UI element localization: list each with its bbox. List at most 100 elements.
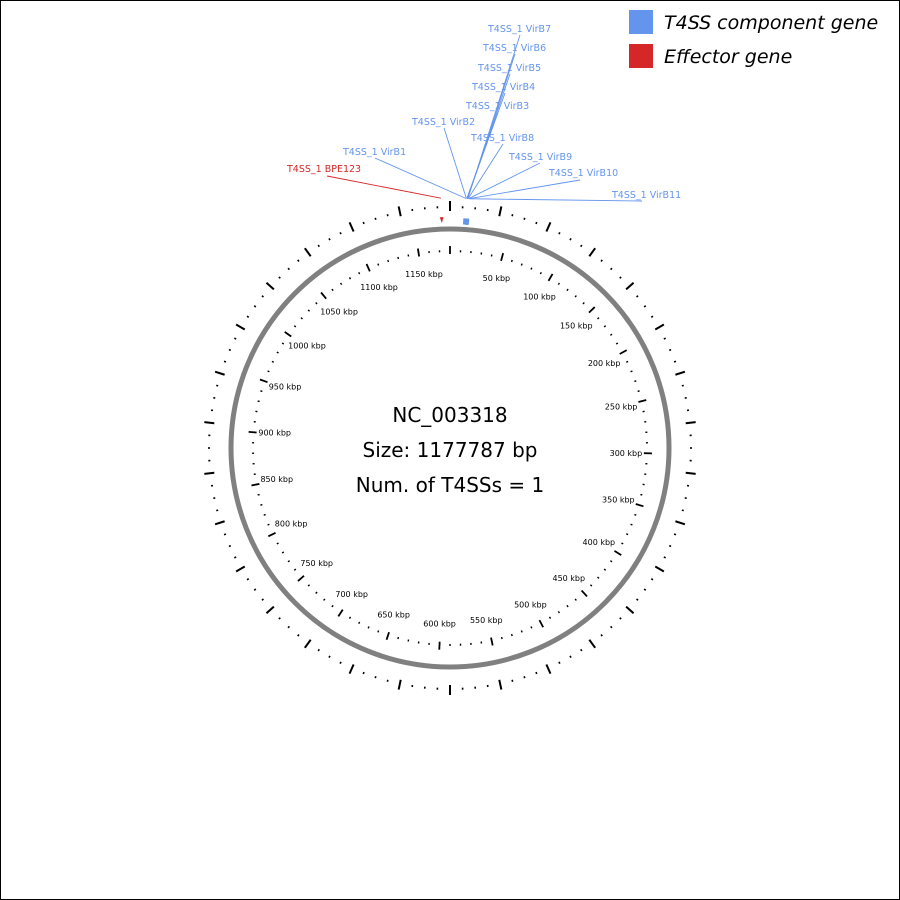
inner-minor-tick [566, 604, 569, 608]
outer-major-tick [625, 281, 635, 291]
inner-minor-tick [630, 370, 633, 373]
scale-label: 1000 kbp [288, 341, 326, 350]
inner-minor-tick [331, 604, 334, 608]
inner-minor-tick [287, 560, 291, 563]
outer-major-tick [235, 565, 246, 573]
inner-major-tick [619, 349, 628, 355]
outer-minor-tick [609, 267, 613, 271]
callout-line [467, 34, 521, 199]
inner-major-tick [251, 483, 260, 487]
inner-minor-tick [271, 360, 275, 363]
inner-major-tick [259, 378, 268, 384]
inner-minor-tick [267, 523, 270, 526]
inner-major-tick [267, 532, 276, 538]
inner-major-tick [588, 306, 596, 314]
inner-minor-tick [307, 584, 311, 587]
outer-major-tick [348, 221, 355, 232]
component-gene-mark [466, 218, 470, 225]
scale-label: 950 kbp [269, 383, 302, 392]
callout-line [469, 198, 643, 202]
inner-minor-tick [293, 325, 297, 328]
outer-major-tick [545, 664, 552, 675]
inner-minor-tick [276, 351, 279, 354]
inner-major-tick [284, 331, 292, 338]
inner-minor-tick [609, 333, 613, 336]
outer-minor-tick [558, 661, 561, 664]
outer-major-tick [498, 679, 503, 690]
callout-line [468, 162, 541, 200]
outer-major-tick [265, 281, 275, 291]
outer-minor-tick [535, 671, 538, 675]
gene-label: T4SS_1 VirB11 [611, 190, 681, 201]
inner-minor-tick [609, 560, 613, 563]
outer-minor-tick [681, 509, 684, 512]
inner-minor-tick [358, 271, 361, 275]
inner-minor-tick [315, 591, 318, 594]
scale-label: 400 kbp [583, 538, 616, 547]
outer-minor-tick [223, 533, 227, 536]
gene-label: T4SS_1 VirB7 [487, 24, 551, 35]
outer-minor-tick [650, 578, 654, 581]
scale-label: 350 kbp [602, 495, 635, 504]
inner-minor-tick [603, 568, 607, 571]
outer-minor-tick [261, 295, 264, 298]
outer-minor-tick [681, 384, 684, 387]
outer-minor-tick [374, 676, 377, 679]
inner-minor-tick [263, 513, 266, 516]
outer-minor-tick [580, 648, 583, 652]
outer-major-tick [304, 247, 312, 257]
outer-minor-tick [287, 267, 291, 271]
outer-minor-tick [636, 598, 639, 601]
outer-major-tick [304, 639, 312, 649]
inner-major-tick [538, 619, 544, 628]
outer-major-tick [498, 206, 503, 217]
gene-label: T4SS_1 VirB8 [470, 133, 534, 144]
inner-minor-tick [293, 568, 297, 571]
callout-line [443, 127, 467, 199]
outer-minor-tick [386, 679, 389, 682]
outer-minor-tick [663, 337, 666, 340]
inner-major-tick [638, 399, 647, 403]
inner-minor-tick [574, 598, 577, 601]
outer-major-tick [588, 639, 596, 649]
outer-minor-tick [374, 217, 377, 220]
inner-minor-tick [557, 282, 561, 286]
outer-minor-tick [261, 598, 264, 601]
inner-minor-tick [276, 542, 279, 545]
scale-label: 550 kbp [470, 616, 503, 625]
inner-major-tick [500, 252, 505, 262]
accession-label: NC_003318 [392, 403, 507, 427]
outer-minor-tick [668, 348, 672, 352]
outer-minor-tick [523, 217, 526, 220]
legend-swatch-effector [629, 44, 653, 68]
outer-minor-tick [253, 588, 257, 591]
inner-tick-ring [248, 246, 652, 650]
scale-label: 450 kbp [552, 574, 585, 583]
scale-label: 100 kbp [523, 292, 556, 301]
outer-minor-tick [297, 634, 300, 637]
inner-minor-tick [267, 370, 270, 373]
inner-minor-tick [307, 309, 311, 312]
inner-minor-tick [315, 302, 318, 305]
outer-minor-tick [569, 655, 572, 658]
inner-minor-tick [387, 259, 390, 263]
outer-minor-tick [619, 276, 622, 279]
gene-label: T4SS_1 VirB2 [411, 117, 475, 128]
outer-major-tick [265, 605, 275, 615]
genome-size-label: Size: 1177787 bp [363, 438, 538, 462]
inner-minor-tick [367, 626, 370, 629]
outer-minor-tick [228, 544, 232, 548]
inner-major-tick [365, 263, 371, 272]
effector-gene-mark [439, 217, 444, 224]
inner-minor-tick [281, 342, 285, 345]
callout-line [468, 179, 581, 200]
outer-major-tick [348, 664, 355, 675]
outer-minor-tick [362, 221, 365, 225]
outer-minor-tick [253, 305, 257, 308]
outer-minor-tick [362, 671, 365, 675]
outer-minor-tick [339, 661, 342, 664]
outer-minor-tick [223, 360, 227, 363]
gene-marks [439, 217, 470, 225]
outer-major-tick [654, 565, 665, 573]
legend-label-component: T4SS component gene [664, 12, 878, 34]
